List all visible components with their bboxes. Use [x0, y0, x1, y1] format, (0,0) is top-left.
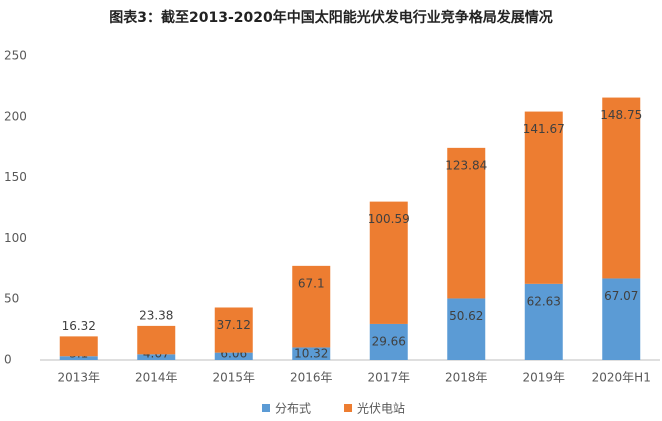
bar-segment	[524, 111, 563, 284]
x-tick-label: 2020年H1	[592, 371, 651, 385]
x-tick-label: 2015年	[212, 371, 255, 385]
data-label: 50.62	[449, 309, 483, 323]
bar-segment	[292, 347, 331, 360]
x-tick-label: 2016年	[290, 371, 333, 385]
bar-segment	[602, 278, 641, 360]
x-tick-label: 2017年	[367, 371, 410, 385]
y-tick-label: 200	[4, 109, 27, 123]
x-tick-label: 2018年	[445, 371, 488, 385]
data-label: 16.32	[62, 319, 96, 333]
data-label: 23.38	[139, 308, 173, 322]
bar-segment	[214, 307, 253, 353]
y-tick-label: 0	[4, 353, 12, 367]
bar-segment	[447, 298, 486, 360]
y-tick-label: 250	[4, 49, 27, 63]
bar-segment	[369, 201, 408, 324]
chart-title: 图表3：截至2013-2020年中国太阳能光伏发电行业竞争格局发展情况	[109, 9, 552, 26]
y-tick-label: 100	[4, 231, 27, 245]
data-label: 29.66	[372, 334, 406, 348]
bar-segment	[59, 356, 98, 360]
legend-swatch	[262, 404, 270, 412]
bar-segment	[524, 283, 563, 360]
data-label: 10.32	[294, 347, 328, 361]
data-label: 148.75	[600, 108, 642, 122]
bar-segment	[447, 147, 486, 299]
data-label: 37.12	[217, 318, 251, 332]
bar-segment	[369, 323, 408, 360]
bar-segment	[292, 265, 331, 348]
x-tick-label: 2014年	[135, 371, 178, 385]
x-tick-label: 2013年	[57, 371, 100, 385]
legend-swatch	[344, 404, 353, 412]
bar-segment	[137, 325, 176, 355]
y-tick-label: 150	[4, 170, 27, 184]
data-label: 67.1	[298, 276, 325, 290]
legend-label: 分布式	[275, 402, 311, 416]
bar-segment	[137, 354, 176, 360]
data-label: 67.07	[604, 289, 638, 303]
bar-segment	[214, 352, 253, 360]
bar-segment	[59, 336, 98, 357]
legend-label: 光伏电站	[357, 402, 405, 416]
data-label: 62.63	[527, 294, 561, 308]
y-tick-label: 50	[4, 292, 19, 306]
bar-segment	[602, 97, 641, 279]
data-label: 123.84	[445, 158, 487, 172]
data-label: 141.67	[523, 122, 565, 136]
data-label: 100.59	[368, 212, 410, 226]
x-tick-label: 2019年	[522, 371, 565, 385]
